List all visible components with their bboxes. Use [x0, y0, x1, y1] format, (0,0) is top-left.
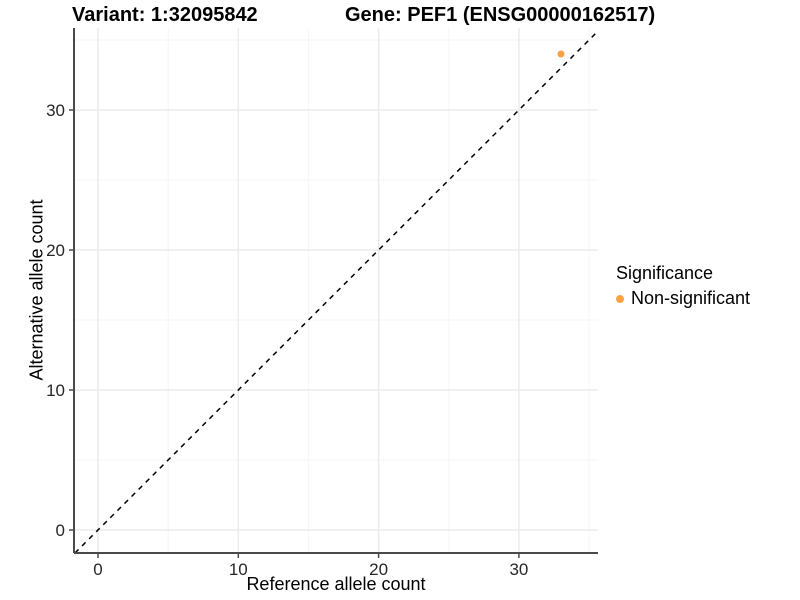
- plot-title-variant: Variant: 1:32095842: [72, 4, 258, 26]
- legend-point-icon: [616, 294, 624, 303]
- data-point: [557, 50, 565, 58]
- x-axis-label: Reference allele count: [246, 574, 426, 594]
- y-tick-label: 0: [56, 521, 65, 540]
- x-tick-label: 10: [229, 560, 248, 579]
- y-axis-label: Alternative allele count: [26, 199, 47, 381]
- x-tick-label: 0: [93, 560, 102, 579]
- x-tick-label: 20: [369, 560, 388, 579]
- x-tick-label: 30: [509, 560, 528, 579]
- plot-title-gene: Gene: PEF1 (ENSG00000162517): [345, 4, 656, 26]
- legend-item-non-significant: Non-significant: [616, 288, 750, 309]
- y-tick-label: 30: [46, 101, 65, 120]
- legend: Significance Non-significant: [616, 263, 750, 309]
- y-tick-label: 20: [46, 241, 65, 260]
- y-tick-label: 10: [46, 381, 65, 400]
- legend-item-label: Non-significant: [631, 288, 751, 308]
- legend-title: Significance: [616, 263, 714, 283]
- identity-dashed-line: [74, 30, 599, 554]
